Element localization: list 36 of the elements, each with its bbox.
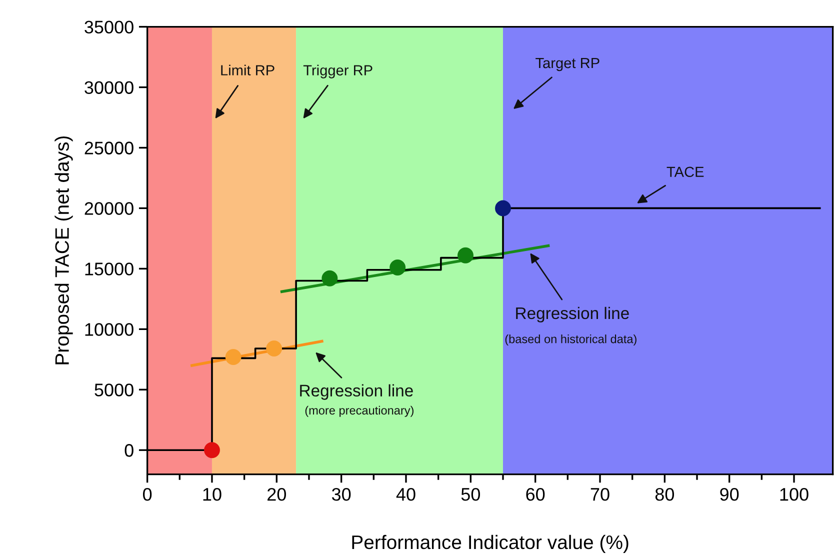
point xyxy=(322,270,338,286)
annotation: Regression line xyxy=(300,384,413,400)
point xyxy=(204,442,220,458)
point xyxy=(225,349,242,365)
point xyxy=(495,200,511,216)
annotation: (based on historical data) xyxy=(505,334,636,346)
x-tick-label: 30 xyxy=(332,488,351,501)
x-tick-label: 0 xyxy=(142,488,152,501)
x-tick-label: 10 xyxy=(203,488,222,501)
x-tick-label: 50 xyxy=(461,488,480,501)
point xyxy=(390,259,406,276)
annotation: Regression line xyxy=(516,306,629,322)
x-tick-label: 90 xyxy=(720,488,739,501)
x-tick-label: 70 xyxy=(590,488,610,501)
y-tick-label: 25000 xyxy=(84,142,134,154)
x-tick-label: 40 xyxy=(396,488,416,501)
x-tick-label: 60 xyxy=(526,488,545,501)
y-axis-title: Proposed TACE (net days) xyxy=(54,136,73,364)
y-tick-label: 20000 xyxy=(84,202,134,215)
annotation: (more precautionary) xyxy=(305,406,414,417)
y-tick-label: 35000 xyxy=(84,20,134,34)
annotation: Target RP xyxy=(536,58,600,72)
annotation: TACE xyxy=(666,166,704,178)
annotation: Trigger RP xyxy=(303,64,372,78)
x-axis-title: Performance Indicator value (%) xyxy=(352,534,628,553)
x-tick-label: 100 xyxy=(780,488,808,501)
annotation: Limit RP xyxy=(221,64,274,76)
point xyxy=(458,247,474,264)
y-tick-label: 15000 xyxy=(85,262,134,276)
x-tick-label: 80 xyxy=(655,488,674,501)
point xyxy=(266,340,282,356)
y-tick-label: 5000 xyxy=(94,384,134,396)
y-tick-label: 0 xyxy=(124,444,134,457)
x-tick-label: 20 xyxy=(268,488,286,501)
y-tick-label: 10000 xyxy=(85,323,134,336)
y-tick-label: 30000 xyxy=(84,81,134,94)
